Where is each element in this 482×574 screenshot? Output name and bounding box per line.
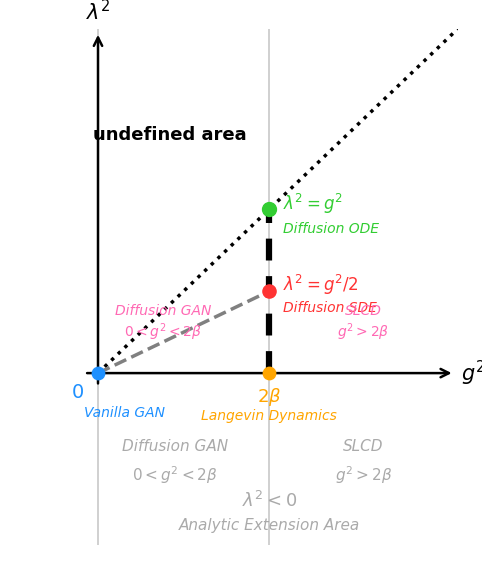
Text: Langevin Dynamics: Langevin Dynamics (201, 409, 337, 423)
Text: $g^2 > 2\beta$: $g^2 > 2\beta$ (335, 464, 392, 486)
Text: $0 < g^2 < 2\beta$: $0 < g^2 < 2\beta$ (132, 464, 218, 486)
Text: $g^2 > 2\beta$: $g^2 > 2\beta$ (337, 321, 390, 343)
Text: SLCD: SLCD (345, 304, 382, 318)
Point (266, 204, 273, 214)
Text: Vanilla GAN: Vanilla GAN (84, 406, 165, 420)
Point (94, 369, 102, 378)
Text: Diffusion SDE: Diffusion SDE (283, 301, 377, 315)
Text: $0$: $0$ (71, 383, 84, 402)
Text: $\lambda^2 = g^2$: $\lambda^2 = g^2$ (283, 192, 343, 216)
Text: SLCD: SLCD (343, 440, 384, 455)
Text: $\lambda^2 = g^2/2$: $\lambda^2 = g^2/2$ (283, 273, 359, 297)
Text: Diffusion ODE: Diffusion ODE (283, 222, 379, 236)
Text: undefined area: undefined area (93, 126, 247, 144)
Text: Diffusion GAN: Diffusion GAN (122, 440, 228, 455)
Text: $g^2$: $g^2$ (461, 359, 482, 387)
Text: Analytic Extension Area: Analytic Extension Area (179, 518, 360, 533)
Text: $2\beta$: $2\beta$ (257, 386, 281, 408)
Text: Diffusion GAN: Diffusion GAN (115, 304, 211, 318)
Text: $\lambda^2 < 0$: $\lambda^2 < 0$ (241, 491, 297, 511)
Point (266, 286, 273, 296)
Text: $0 < g^2 < 2\beta$: $0 < g^2 < 2\beta$ (124, 321, 202, 343)
Text: $\lambda^2$: $\lambda^2$ (86, 0, 110, 24)
Point (266, 369, 273, 378)
